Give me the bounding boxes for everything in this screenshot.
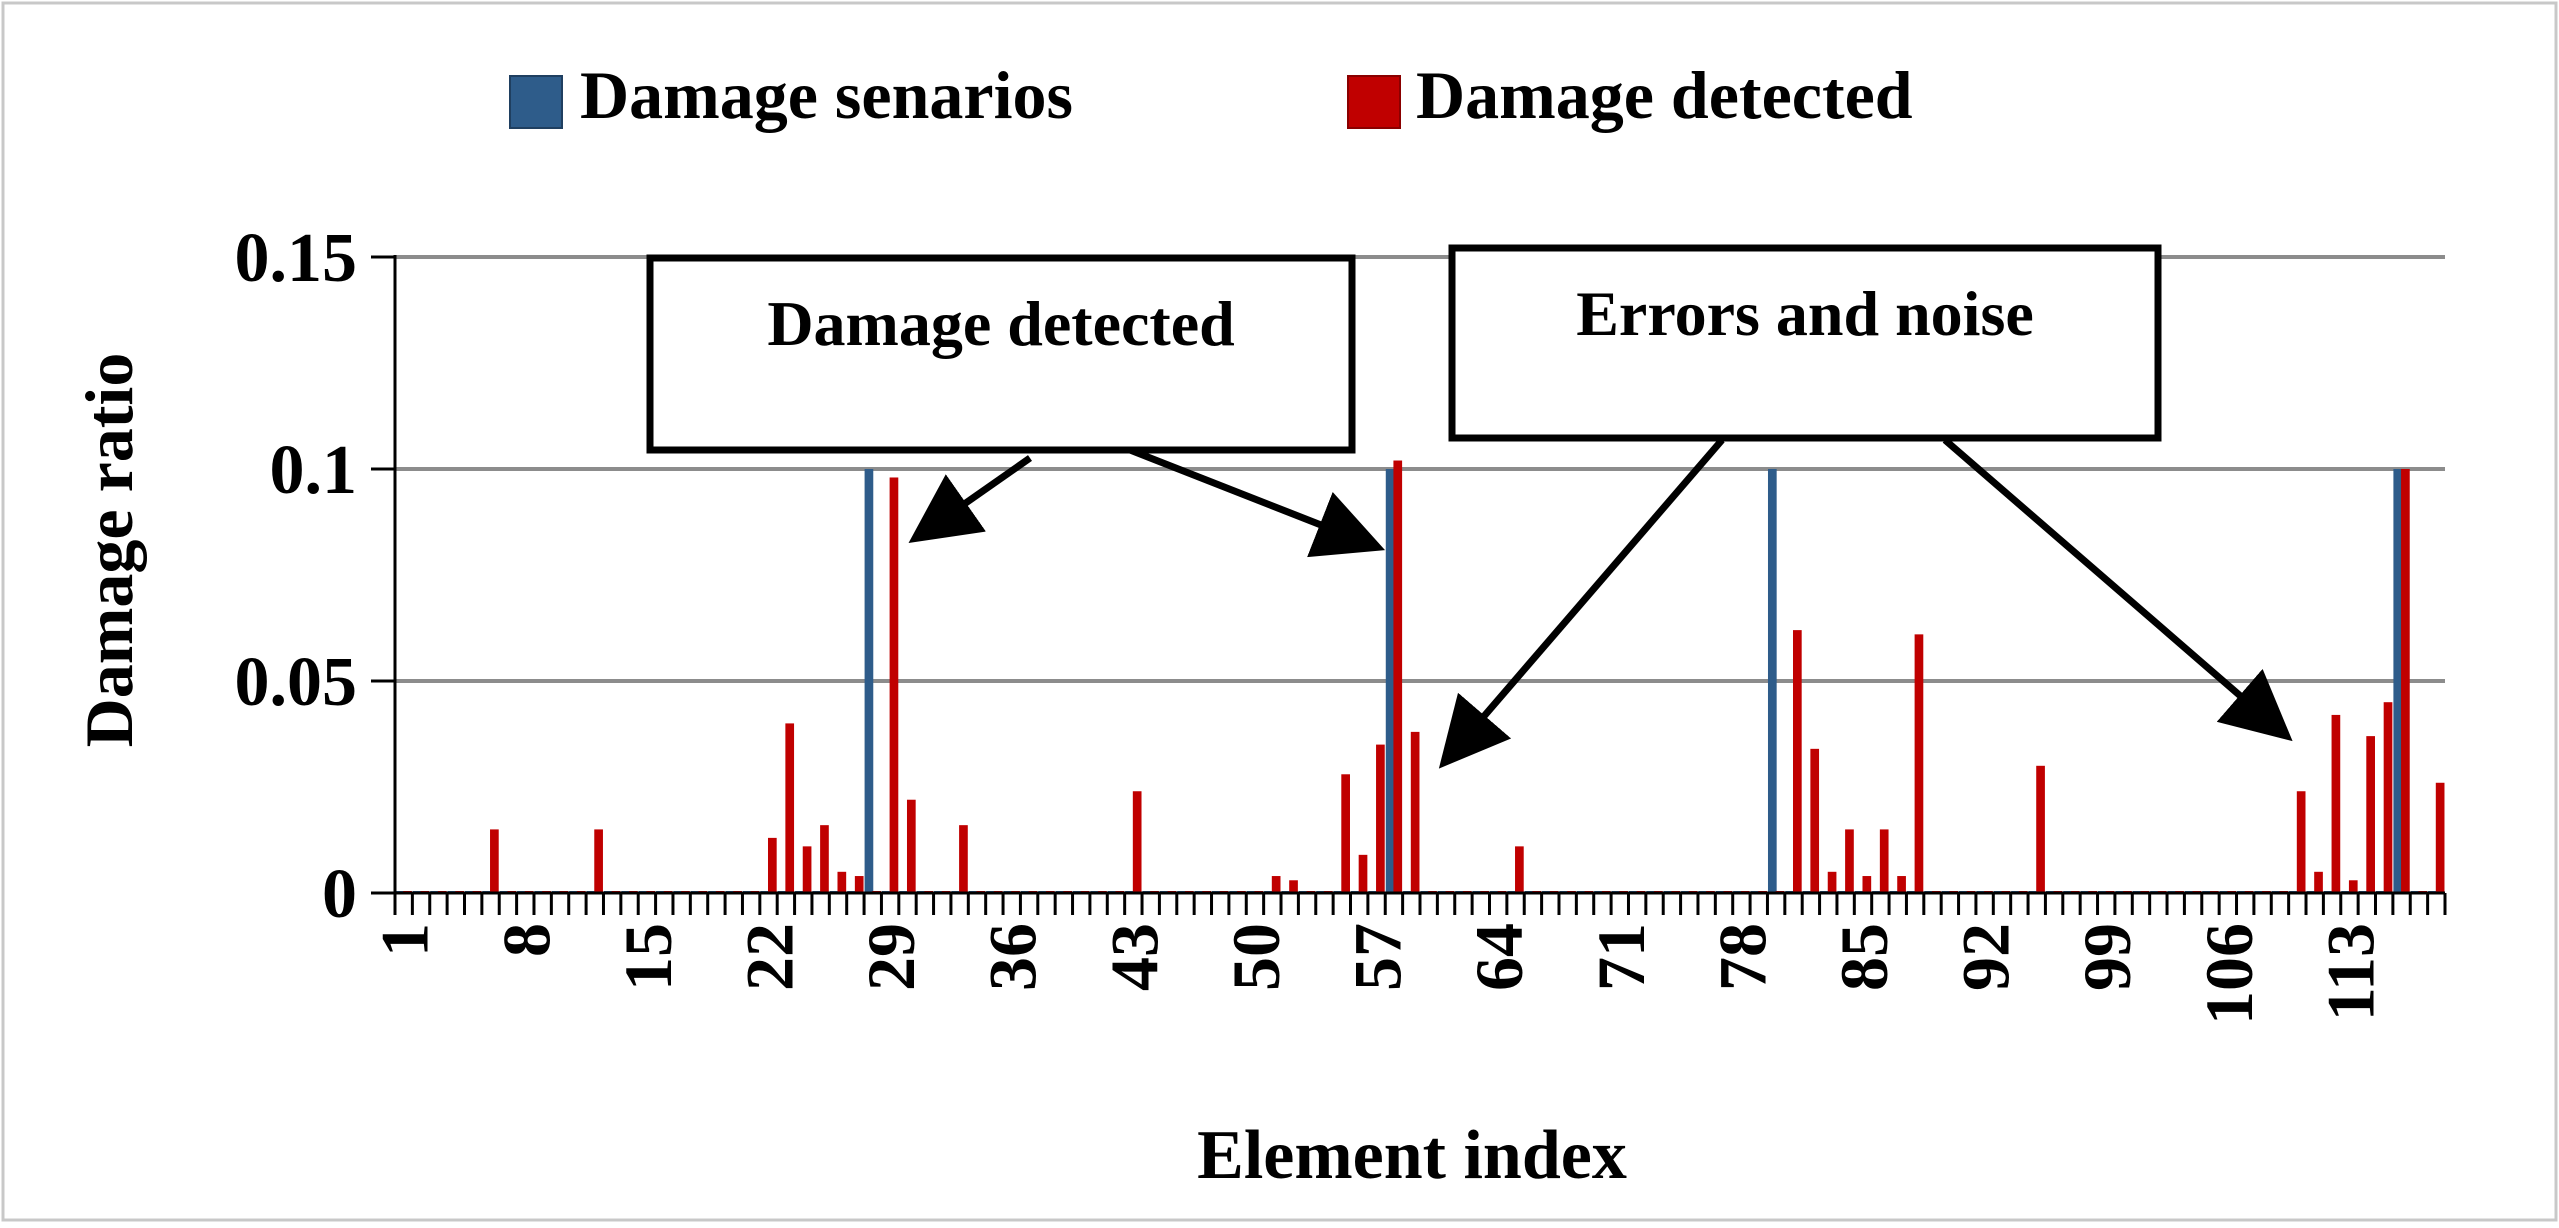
x-tick-label-16: 113 <box>2312 923 2388 1021</box>
bar-detected-55 <box>1341 774 1350 893</box>
y-axis-label: Damage ratio <box>71 353 147 748</box>
annotations: Damage detected Errors and noise <box>646 244 2293 769</box>
bar-detected-81 <box>1792 630 1802 893</box>
bar-detected-6 <box>490 829 499 893</box>
bar-detected-110 <box>2296 791 2306 893</box>
bar-detected-87 <box>1897 876 1906 893</box>
bar-detected-25 <box>820 825 829 893</box>
bar-detected-85 <box>1862 876 1872 893</box>
bar-detected-56 <box>1358 854 1368 893</box>
x-tick-label-9: 64 <box>1461 923 1537 991</box>
bar-detected-88 <box>1914 634 1924 893</box>
bar-detected-113 <box>2348 880 2358 893</box>
y-axis-ticks: 0 0.05 0.1 0.15 <box>235 220 395 933</box>
x-tick-label-0: 1 <box>367 923 443 957</box>
bar-detected-114 <box>2366 736 2375 893</box>
x-tick-label-1: 8 <box>488 923 564 957</box>
x-tick-label-3: 22 <box>732 923 808 991</box>
annotation-text-errors-noise: Errors and noise <box>1576 278 2034 349</box>
bar-detected-22 <box>767 837 777 893</box>
bar-detected-33 <box>959 825 968 893</box>
bar-detected-115 <box>2383 702 2393 893</box>
legend: Damage senarios Damage detected <box>509 57 1913 133</box>
annotation-box-errors-noise <box>1448 244 2162 442</box>
x-tick-label-15: 106 <box>2191 923 2267 1025</box>
bar-detected-95 <box>2036 765 2045 893</box>
x-tick-label-6: 43 <box>1096 923 1172 991</box>
bar-detected-116 <box>2401 469 2410 893</box>
annotation-text-damage-detected: Damage detected <box>767 288 1234 359</box>
x-tick-label-14: 99 <box>2069 923 2145 991</box>
x-axis-label: Element index <box>1197 1117 1627 1194</box>
bar-detected-24 <box>802 846 812 893</box>
y-tick-label-2: 0.1 <box>270 432 358 509</box>
bar-detected-43 <box>1132 791 1142 893</box>
annotation-arrow-4 <box>1942 437 2293 742</box>
x-tick-label-11: 78 <box>1704 923 1780 991</box>
bar-detected-58 <box>1393 460 1403 893</box>
bars <box>395 460 2445 893</box>
bar-detected-30 <box>906 799 916 893</box>
bar-detected-111 <box>2314 871 2323 893</box>
bar-scenario-28 <box>864 469 874 893</box>
bar-detected-12 <box>594 829 603 893</box>
bar-detected-59 <box>1410 731 1420 893</box>
bar-detected-51 <box>1271 876 1281 893</box>
x-tick-label-4: 29 <box>853 923 929 991</box>
bar-scenario-80 <box>1767 469 1777 893</box>
legend-swatch-scenarios <box>509 75 563 129</box>
annotation-arrow-1 <box>908 455 1033 544</box>
bar-scenario-58 <box>1385 469 1395 893</box>
x-axis-ticks: 1 8 15 22 29 36 43 50 57 64 71 78 85 92 99 106 113 <box>367 893 2447 1025</box>
bar-detected-65 <box>1515 846 1524 893</box>
x-tick-label-7: 50 <box>1218 923 1294 991</box>
x-tick-label-5: 36 <box>975 923 1051 991</box>
annotation-arrow-2 <box>1128 446 1386 558</box>
y-tick-label-0: 0 <box>322 856 357 933</box>
bar-detected-83 <box>1827 871 1837 893</box>
y-tick-label-3: 0.15 <box>235 220 358 297</box>
legend-label-scenarios: Damage senarios <box>580 57 1073 133</box>
y-tick-label-1: 0.05 <box>235 644 358 721</box>
bar-detected-26 <box>837 871 847 893</box>
bar-detected-52 <box>1289 880 1298 893</box>
x-tick-label-10: 71 <box>1583 923 1659 991</box>
bar-detected-29 <box>889 477 899 893</box>
legend-swatch-detected <box>1347 75 1401 129</box>
legend-label-detected: Damage detected <box>1416 57 1913 133</box>
annotation-box-damage-detected <box>646 254 1356 454</box>
x-tick-label-8: 57 <box>1340 923 1416 991</box>
bar-detected-84 <box>1845 829 1854 893</box>
bar-detected-118 <box>2435 782 2445 893</box>
bar-detected-82 <box>1810 748 1820 893</box>
x-tick-label-13: 92 <box>1948 923 2024 991</box>
bar-detected-86 <box>1879 829 1889 893</box>
bar-detected-112 <box>2331 714 2341 893</box>
bar-detected-23 <box>785 723 795 893</box>
bar-scenario-116 <box>2393 469 2403 893</box>
bar-detected-27 <box>854 876 864 893</box>
x-tick-label-12: 85 <box>1826 923 1902 991</box>
annotation-arrow-3 <box>1438 437 1725 769</box>
bar-detected-57 <box>1376 744 1385 893</box>
x-tick-label-2: 15 <box>610 923 686 991</box>
